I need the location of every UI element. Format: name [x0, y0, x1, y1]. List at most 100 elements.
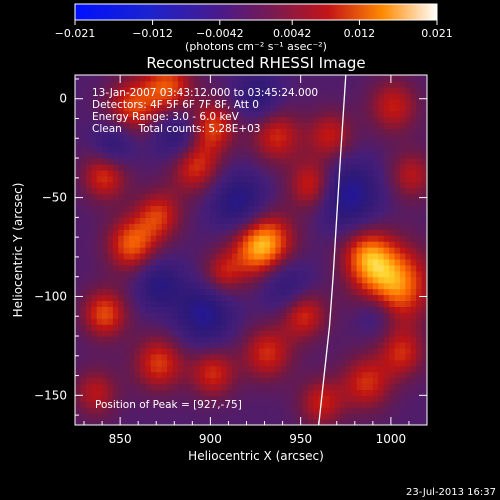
heatmap-cell [421, 371, 427, 379]
heatmap-cell [102, 169, 109, 177]
heatmap-cell [259, 158, 266, 165]
heatmap-cell [367, 383, 374, 391]
heatmap-cell [139, 75, 146, 82]
heatmap-cell [75, 122, 82, 129]
heatmap-cell [378, 347, 385, 355]
heatmap-cell [210, 86, 217, 94]
heatmap-cell [264, 146, 271, 153]
heatmap-cell [91, 205, 98, 213]
heatmap-cell [389, 235, 396, 242]
heatmap-cell [139, 110, 146, 118]
heatmap-cell [204, 401, 211, 408]
heatmap-cell [112, 187, 119, 195]
heatmap-cell [356, 401, 363, 408]
heatmap-cell [297, 330, 304, 337]
heatmap-cell [183, 158, 190, 165]
heatmap-cell [118, 306, 125, 313]
heatmap-cell [378, 92, 385, 100]
heatmap-cell [269, 383, 276, 391]
heatmap-cell [215, 169, 222, 177]
heatmap-cell [188, 336, 195, 343]
heatmap-cell [264, 181, 271, 189]
heatmap-cell [134, 318, 141, 325]
heatmap-cell [102, 252, 109, 260]
heatmap-cell [340, 377, 347, 385]
heatmap-cell [172, 353, 179, 361]
heatmap-cell [248, 98, 255, 106]
heatmap-cell [410, 80, 417, 88]
heatmap-cell [362, 282, 369, 290]
heatmap-cell [280, 383, 287, 391]
heatmap-cell [204, 104, 211, 112]
heatmap-cell [362, 217, 369, 224]
heatmap-cell [80, 158, 87, 165]
heatmap-cell [389, 229, 396, 236]
heatmap-cell [91, 353, 98, 361]
heatmap-cell [389, 175, 396, 183]
heatmap-cell [210, 98, 217, 106]
heatmap-cell [367, 181, 374, 189]
heatmap-cell [80, 276, 87, 284]
heatmap-cell [102, 300, 109, 307]
heatmap-cell [75, 152, 82, 159]
heatmap-cell [145, 92, 152, 100]
heatmap-cell [188, 300, 195, 307]
heatmap-cell [286, 80, 293, 88]
heatmap-cell [416, 110, 423, 118]
heatmap-cell [134, 401, 141, 408]
heatmap-cell [324, 128, 331, 135]
heatmap-cell [356, 205, 363, 213]
heatmap-cell [356, 252, 363, 260]
heatmap-cell [367, 324, 374, 331]
heatmap-cell [91, 235, 98, 242]
heatmap-cell [367, 241, 374, 248]
heatmap-cell [253, 181, 260, 189]
heatmap-cell [383, 395, 390, 402]
heatmap-cell [318, 318, 325, 325]
heatmap-cell [264, 86, 271, 94]
heatmap-cell [221, 413, 228, 420]
heatmap-cell [215, 341, 222, 349]
heatmap-cell [421, 282, 427, 290]
heatmap-cell [134, 122, 141, 129]
heatmap-cell [367, 163, 374, 171]
heatmap-cell [378, 365, 385, 373]
heatmap-cell [150, 353, 157, 361]
heatmap-cell [194, 104, 201, 112]
heatmap-cell [96, 146, 103, 153]
heatmap-cell [253, 377, 260, 385]
heatmap-cell [91, 270, 98, 278]
heatmap-cell [118, 229, 125, 236]
heatmap-cell [394, 128, 401, 135]
heatmap-cell [399, 312, 406, 319]
heatmap-cell [340, 389, 347, 396]
heatmap-cell [96, 270, 103, 278]
heatmap-cell [102, 205, 109, 213]
heatmap-cell [177, 306, 184, 313]
heatmap-cell [367, 217, 374, 224]
heatmap-cell [139, 276, 146, 284]
heatmap-cell [129, 377, 136, 385]
heatmap-cell [286, 158, 293, 165]
heatmap-cell [80, 318, 87, 325]
heatmap-cell [96, 258, 103, 266]
heatmap-cell [269, 252, 276, 260]
heatmap-cell [383, 258, 390, 266]
heatmap-cell [297, 86, 304, 94]
heatmap-cell [102, 407, 109, 414]
heatmap-cell [199, 199, 206, 207]
heatmap-cell [259, 146, 266, 153]
heatmap-cell [248, 401, 255, 408]
heatmap-cell [367, 187, 374, 195]
heatmap-cell [248, 229, 255, 236]
heatmap-cell [199, 169, 206, 177]
heatmap-cell [367, 122, 374, 129]
heatmap-cell [362, 146, 369, 153]
heatmap-cell [275, 241, 282, 248]
heatmap-cell [91, 140, 98, 147]
heatmap-cell [416, 122, 423, 129]
heatmap-cell [167, 270, 174, 278]
heatmap-cell [389, 193, 396, 201]
heatmap-cell [340, 318, 347, 325]
heatmap-cell [150, 294, 157, 302]
